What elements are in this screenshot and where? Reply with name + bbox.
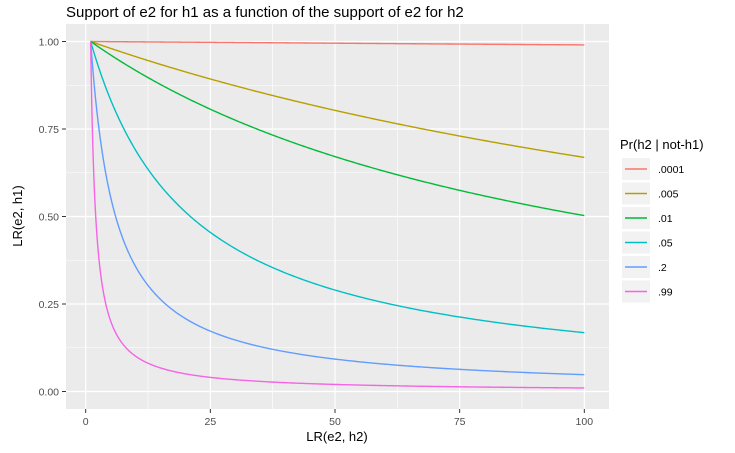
x-tick-label: 25 bbox=[205, 416, 217, 428]
series-line-p0001 bbox=[90, 40, 585, 46]
legend-label: .0001 bbox=[658, 164, 684, 176]
legend: Pr(h2 | not-h1) .0001 .005 .01 .05 .2 .99 bbox=[620, 137, 704, 303]
legend-title: Pr(h2 | not-h1) bbox=[620, 137, 704, 152]
series-line-p005 bbox=[90, 40, 585, 159]
y-axis-title: LR(e2, h1) bbox=[10, 185, 25, 246]
x-axis-title: LR(e2, h2) bbox=[306, 429, 367, 444]
x-tick-label: 100 bbox=[576, 416, 594, 428]
legend-label: .2 bbox=[658, 262, 667, 274]
series-line-p01 bbox=[90, 40, 585, 217]
legend-label: .05 bbox=[658, 238, 673, 250]
series-lines bbox=[89, 40, 585, 389]
y-tick-label: 0.75 bbox=[39, 124, 60, 136]
series-line-p2 bbox=[89, 41, 585, 376]
x-tick-label: 75 bbox=[454, 416, 466, 428]
y-axis: 0.00 0.25 0.50 0.75 1.00 bbox=[39, 37, 66, 399]
legend-label: .99 bbox=[658, 287, 673, 299]
y-tick-label: 0.25 bbox=[39, 299, 60, 311]
series-line-p99 bbox=[89, 41, 585, 389]
legend-label: .01 bbox=[658, 213, 673, 225]
x-tick-label: 0 bbox=[83, 416, 89, 428]
x-axis: 0 25 50 75 100 bbox=[83, 409, 593, 428]
series-line-p05 bbox=[89, 41, 585, 334]
x-tick-label: 50 bbox=[329, 416, 341, 428]
chart-title: Support of e2 for h1 as a function of th… bbox=[66, 4, 464, 21]
y-tick-label: 0.50 bbox=[39, 212, 60, 224]
y-tick-label: 1.00 bbox=[39, 37, 60, 49]
legend-label: .005 bbox=[658, 189, 679, 201]
y-tick-label: 0.00 bbox=[39, 387, 60, 399]
